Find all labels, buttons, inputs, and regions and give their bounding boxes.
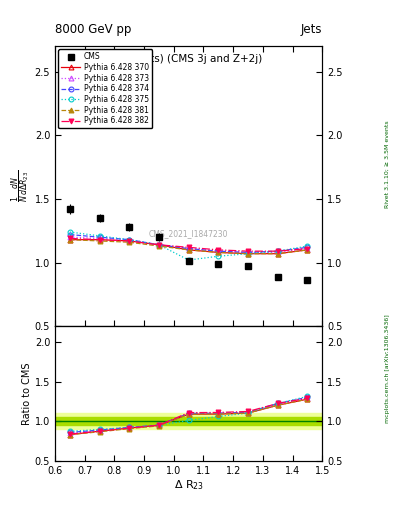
Pythia 6.428 370 — [127, 238, 132, 244]
Pythia 6.428 373 — [186, 246, 191, 252]
Pythia 6.428 382 — [216, 247, 221, 253]
Pythia 6.428 373 — [156, 242, 161, 248]
Pythia 6.428 370 — [186, 247, 191, 253]
Pythia 6.428 370 — [156, 242, 161, 248]
Pythia 6.428 374 — [97, 234, 102, 240]
Pythia 6.428 382 — [97, 237, 102, 243]
Pythia 6.428 370 — [216, 249, 221, 255]
Pythia 6.428 373 — [68, 234, 72, 240]
Pythia 6.428 374 — [68, 231, 72, 238]
Pythia 6.428 382 — [68, 236, 72, 242]
Pythia 6.428 375 — [97, 233, 102, 239]
Line: Pythia 6.428 373: Pythia 6.428 373 — [68, 234, 310, 255]
Line: Pythia 6.428 382: Pythia 6.428 382 — [68, 236, 310, 253]
Line: Pythia 6.428 375: Pythia 6.428 375 — [68, 229, 310, 263]
Pythia 6.428 381 — [156, 243, 161, 249]
Pythia 6.428 373 — [275, 249, 280, 255]
Pythia 6.428 381 — [246, 250, 250, 257]
Pythia 6.428 382 — [186, 244, 191, 250]
Pythia 6.428 373 — [127, 237, 132, 243]
Pythia 6.428 375 — [156, 242, 161, 248]
Pythia 6.428 382 — [246, 248, 250, 254]
Pythia 6.428 374 — [216, 248, 221, 254]
Line: Pythia 6.428 374: Pythia 6.428 374 — [68, 232, 310, 255]
Pythia 6.428 382 — [275, 248, 280, 254]
Pythia 6.428 370 — [68, 237, 72, 243]
Text: CMS_2021_I1847230: CMS_2021_I1847230 — [149, 229, 228, 238]
Pythia 6.428 370 — [246, 250, 250, 257]
Line: Pythia 6.428 381: Pythia 6.428 381 — [68, 237, 310, 256]
Pythia 6.428 373 — [216, 248, 221, 254]
Pythia 6.428 373 — [305, 246, 310, 252]
Pythia 6.428 375 — [246, 250, 250, 257]
Pythia 6.428 370 — [275, 250, 280, 257]
Pythia 6.428 375 — [216, 253, 221, 259]
Pythia 6.428 381 — [97, 238, 102, 244]
Pythia 6.428 373 — [97, 236, 102, 242]
Pythia 6.428 381 — [216, 249, 221, 255]
Text: 8000 GeV pp: 8000 GeV pp — [55, 23, 131, 36]
Y-axis label: Ratio to CMS: Ratio to CMS — [22, 362, 32, 425]
Pythia 6.428 375 — [305, 243, 310, 249]
Bar — [55, 413, 322, 429]
Line: Pythia 6.428 370: Pythia 6.428 370 — [68, 237, 310, 256]
Pythia 6.428 375 — [127, 237, 132, 243]
Pythia 6.428 374 — [156, 242, 161, 248]
Legend: CMS, Pythia 6.428 370, Pythia 6.428 373, Pythia 6.428 374, Pythia 6.428 375, Pyt: CMS, Pythia 6.428 370, Pythia 6.428 373,… — [58, 49, 152, 129]
Pythia 6.428 370 — [305, 247, 310, 253]
Text: Rivet 3.1.10; ≥ 3.5M events: Rivet 3.1.10; ≥ 3.5M events — [385, 120, 389, 208]
Pythia 6.428 375 — [186, 257, 191, 263]
X-axis label: Δ R$_{23}$: Δ R$_{23}$ — [174, 478, 204, 492]
Pythia 6.428 370 — [97, 237, 102, 243]
Text: Δ R (jets) (CMS 3j and Z+2j): Δ R (jets) (CMS 3j and Z+2j) — [116, 54, 262, 65]
Bar — [55, 417, 322, 425]
Pythia 6.428 375 — [275, 248, 280, 254]
Pythia 6.428 382 — [156, 242, 161, 248]
Pythia 6.428 381 — [186, 247, 191, 253]
Pythia 6.428 381 — [305, 247, 310, 253]
Pythia 6.428 373 — [246, 249, 250, 255]
Pythia 6.428 382 — [305, 246, 310, 252]
Pythia 6.428 382 — [127, 238, 132, 244]
Pythia 6.428 374 — [246, 249, 250, 255]
Pythia 6.428 375 — [68, 229, 72, 235]
Pythia 6.428 374 — [127, 237, 132, 243]
Pythia 6.428 381 — [68, 237, 72, 243]
Text: Jets: Jets — [301, 23, 322, 36]
Text: mcplots.cern.ch [arXiv:1306.3436]: mcplots.cern.ch [arXiv:1306.3436] — [385, 314, 389, 423]
Pythia 6.428 381 — [127, 239, 132, 245]
Y-axis label: $\frac{1}{N}\frac{dN}{d\Delta R_{23}}$: $\frac{1}{N}\frac{dN}{d\Delta R_{23}}$ — [9, 170, 32, 202]
Pythia 6.428 374 — [186, 246, 191, 252]
Pythia 6.428 381 — [275, 250, 280, 257]
Pythia 6.428 374 — [305, 244, 310, 250]
Pythia 6.428 374 — [275, 248, 280, 254]
